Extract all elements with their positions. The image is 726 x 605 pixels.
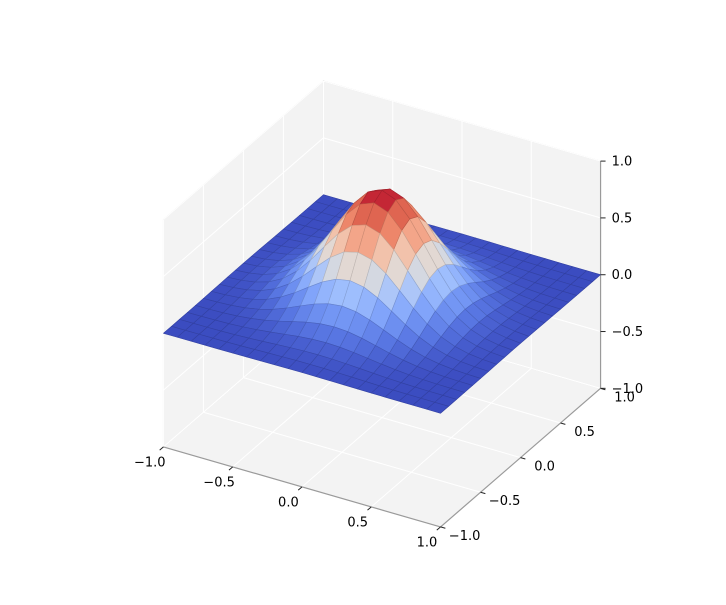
z-tick-label: 0.0 bbox=[612, 268, 633, 283]
z-tick-label: 0.5 bbox=[612, 211, 633, 226]
z-tick-label: 1.0 bbox=[612, 155, 633, 170]
z-tick-label: −0.5 bbox=[612, 325, 644, 340]
x-tick-label: −0.5 bbox=[203, 476, 235, 491]
x-tick-label: −1.0 bbox=[134, 456, 166, 471]
z-tick-label: −1.0 bbox=[612, 382, 644, 397]
x-tick-label: 0.5 bbox=[347, 516, 368, 531]
y-tick-label: −1.0 bbox=[449, 529, 481, 544]
x-tick-label: 1.0 bbox=[417, 536, 438, 551]
surface-mesh bbox=[163, 188, 601, 414]
x-tick-label: 0.0 bbox=[278, 496, 299, 511]
y-tick-label: 0.0 bbox=[534, 460, 555, 475]
tick-marks bbox=[159, 160, 606, 531]
surface-face bbox=[426, 402, 449, 414]
tick-labels: −1.0−0.50.00.51.0 −1.0−0.50.00.51.0−1.0−0… bbox=[134, 155, 643, 551]
y-tick-label: 1.0 bbox=[614, 390, 635, 405]
y-tick-label: 0.5 bbox=[574, 425, 595, 440]
y-tick-label: −0.5 bbox=[489, 494, 521, 509]
